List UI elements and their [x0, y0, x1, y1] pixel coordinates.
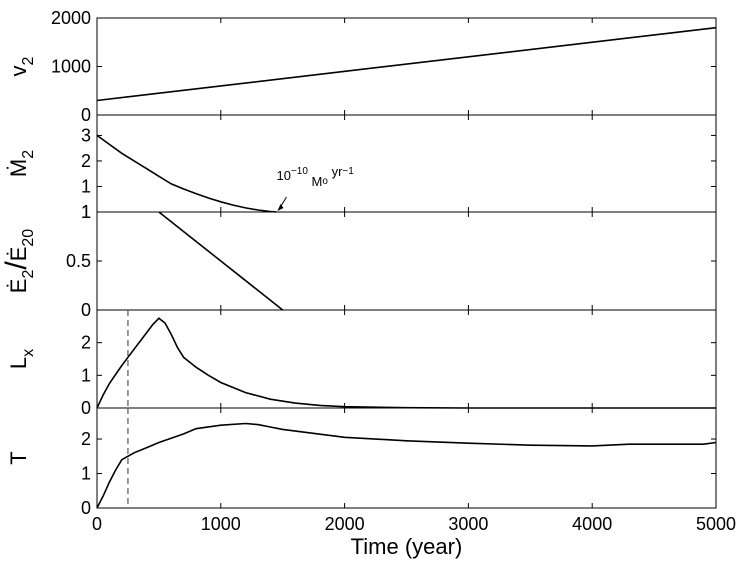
annotation-part: o	[322, 176, 328, 187]
y-tick-label: 1	[81, 176, 91, 196]
y-axis-label: Ṁ2	[6, 150, 37, 177]
y-axis-label: Ė2/Ė20	[0, 229, 37, 294]
panel-frame	[96, 114, 717, 213]
x-tick-label: 4000	[572, 514, 612, 534]
x-tick-label: 2000	[325, 514, 365, 534]
y-tick-label: 1	[81, 202, 91, 222]
y-tick-label: 3	[81, 125, 91, 145]
y-tick-label: 0	[81, 398, 91, 418]
annotation-part: 10	[277, 168, 291, 183]
y-axis-label-main: Ṁ	[6, 159, 31, 177]
y-axis-label-sub: 2	[20, 270, 37, 279]
y-tick-label: 2	[81, 333, 91, 353]
series-line	[96, 317, 716, 409]
panel-frame	[96, 309, 717, 409]
x-tick-label: 3000	[448, 514, 488, 534]
y-tick-label: 1	[81, 202, 91, 222]
y-tick-label: 0	[81, 105, 91, 125]
y-tick-label: 1000	[51, 57, 91, 77]
panel-frame	[96, 211, 717, 311]
series-line	[96, 134, 277, 213]
panel-frame	[96, 407, 717, 509]
annotation-text: 10−10 Mo yr−1	[277, 164, 355, 189]
panel-5: 0 1 2 T 0 1000 2000 3000 4000 5000 Time (year)	[6, 407, 736, 559]
series-line	[158, 211, 284, 311]
y-tick-label: 1	[81, 464, 91, 484]
series-line	[96, 26, 717, 102]
y-axis-label-slash: /	[0, 261, 33, 270]
y-axis-label: Lx	[6, 349, 37, 369]
y-axis-label-sub: 2	[20, 56, 37, 65]
panel-1: 0 1000 2000 v2	[6, 8, 717, 125]
y-axis-label-main: v	[6, 65, 31, 76]
y-tick-label: 0	[81, 498, 91, 518]
y-axis-label-main: L	[6, 357, 31, 369]
annotation-part: yr	[328, 164, 343, 179]
y-axis-label-div-sub: 20	[20, 229, 37, 247]
x-tick-label: 5000	[696, 514, 736, 534]
y-tick-label: 2000	[51, 8, 91, 28]
y-axis-label: v2	[6, 56, 37, 76]
y-tick-label: 0.5	[66, 251, 91, 271]
series-line	[96, 422, 717, 509]
y-axis-label-div: Ė	[6, 247, 31, 262]
panel-4: 0 1 2 Lx	[6, 309, 717, 418]
y-tick-label: 2	[81, 151, 91, 171]
y-tick-label: 2	[81, 429, 91, 449]
y-axis-label-sub: x	[20, 349, 37, 357]
y-axis-label: T	[6, 451, 31, 464]
annotation-arrow-head	[277, 204, 284, 211]
x-tick-label: 1000	[201, 514, 241, 534]
y-tick-label: 0	[81, 300, 91, 320]
annotation-part: −1	[342, 166, 354, 177]
y-axis-label-main: Ė	[6, 279, 31, 294]
y-axis-label-main: T	[6, 451, 31, 464]
annotation-part: M	[308, 174, 322, 189]
annotation-part: −10	[291, 166, 308, 177]
y-axis-label-sub: 2	[20, 150, 37, 159]
y-tick-label: 1	[81, 365, 91, 385]
panel-frame	[96, 17, 717, 116]
x-tick-label: 0	[92, 514, 102, 534]
x-axis-label: Time (year)	[351, 534, 463, 559]
